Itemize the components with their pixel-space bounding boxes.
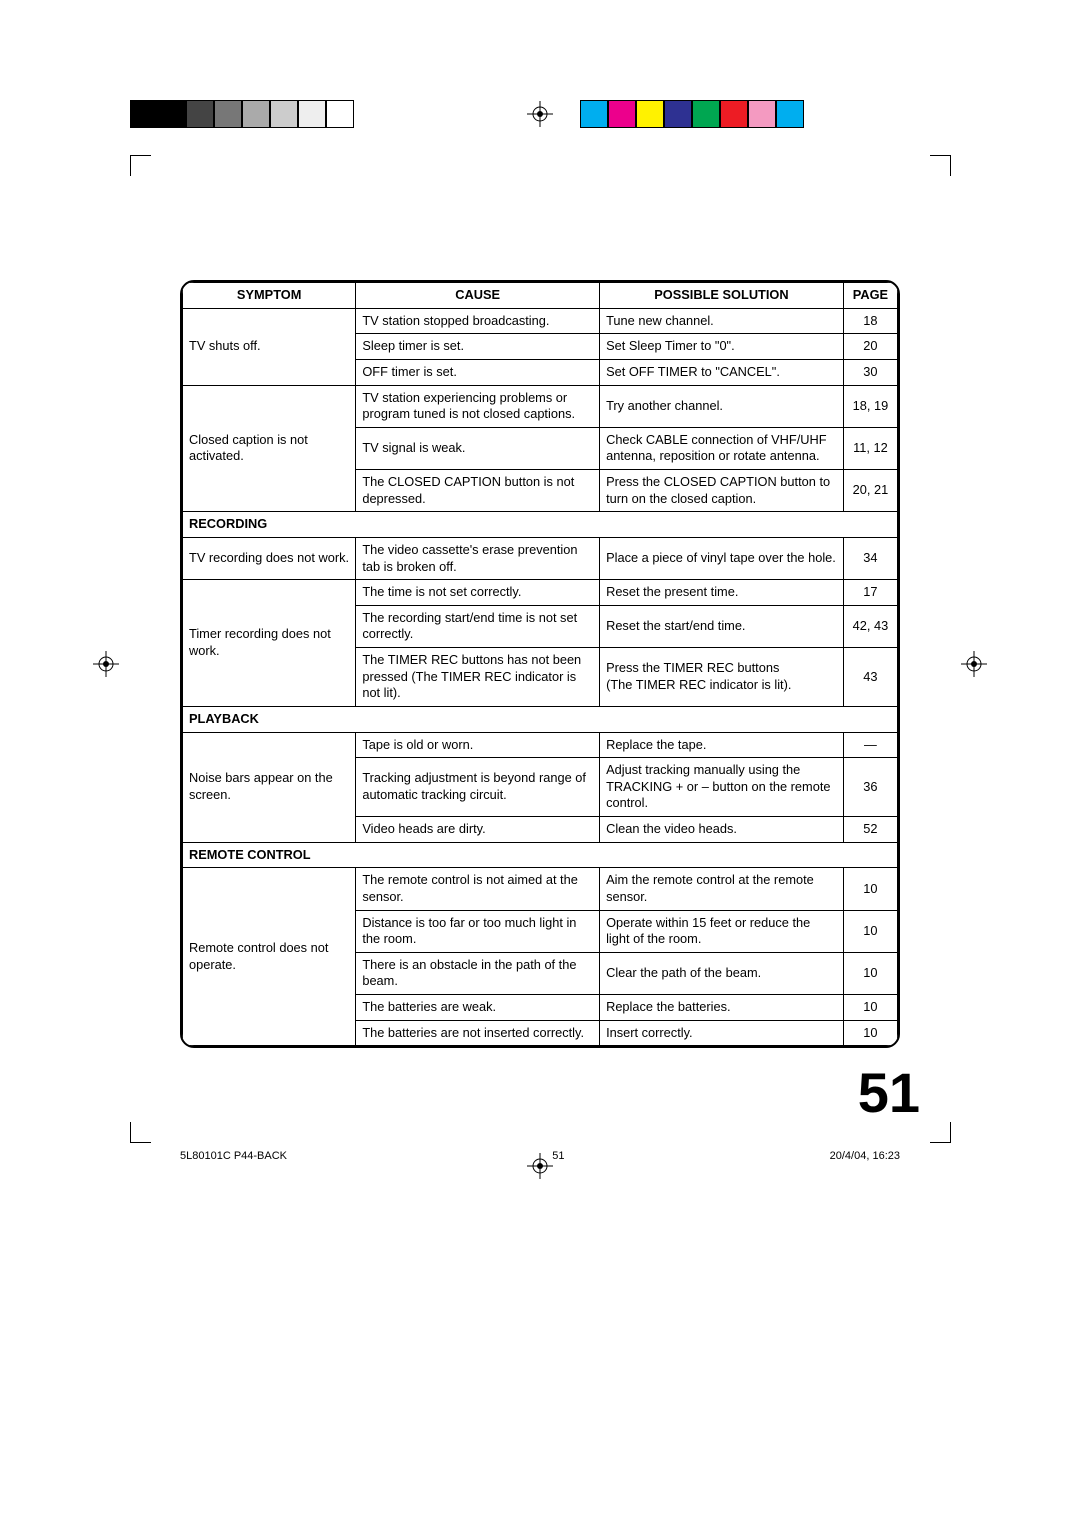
cell-solution: Insert correctly. — [600, 1020, 844, 1046]
section-row: REMOTE CONTROL — [183, 842, 898, 868]
cell-symptom: Closed caption is not activated. — [183, 385, 356, 512]
cell-cause: TV station experiencing problems or prog… — [356, 385, 600, 427]
footer-date: 20/4/04, 16:23 — [830, 1150, 900, 1162]
registration-mark-icon — [92, 650, 120, 678]
cell-page: — — [843, 732, 897, 758]
registration-mark-icon — [960, 650, 988, 678]
footer-line: 5L80101C P44-BACK 51 20/4/04, 16:23 — [180, 1150, 900, 1162]
cell-solution: Clear the path of the beam. — [600, 952, 844, 994]
registration-mark-icon — [526, 100, 554, 128]
cell-cause: The TIMER REC buttons has not been press… — [356, 648, 600, 707]
footer-page: 51 — [552, 1150, 564, 1162]
cell-page: 30 — [843, 359, 897, 385]
cell-solution: Press the CLOSED CAPTION button to turn … — [600, 470, 844, 512]
cell-page: 10 — [843, 952, 897, 994]
cell-solution: Replace the tape. — [600, 732, 844, 758]
cell-solution: Adjust tracking manually using the TRACK… — [600, 758, 844, 817]
cell-page: 52 — [843, 817, 897, 843]
cell-page: 10 — [843, 910, 897, 952]
cell-symptom: TV recording does not work. — [183, 537, 356, 579]
crop-mark-icon — [130, 1122, 151, 1143]
cell-solution: Replace the batteries. — [600, 995, 844, 1021]
section-playback: PLAYBACK — [183, 706, 898, 732]
crop-mark-icon — [930, 155, 951, 176]
section-remote: REMOTE CONTROL — [183, 842, 898, 868]
header-cause: CAUSE — [356, 283, 600, 309]
cell-solution: Operate within 15 feet or reduce the lig… — [600, 910, 844, 952]
cell-page: 18, 19 — [843, 385, 897, 427]
cell-cause: Tape is old or worn. — [356, 732, 600, 758]
cell-cause: The CLOSED CAPTION button is not depress… — [356, 470, 600, 512]
cell-solution: Reset the start/end time. — [600, 605, 844, 647]
cell-solution: Tune new channel. — [600, 308, 844, 334]
cell-page: 36 — [843, 758, 897, 817]
table-row: TV shuts off. TV station stopped broadca… — [183, 308, 898, 334]
cell-solution: Clean the video heads. — [600, 817, 844, 843]
cell-page: 10 — [843, 1020, 897, 1046]
cell-symptom: Timer recording does not work. — [183, 580, 356, 707]
cell-cause: TV signal is weak. — [356, 427, 600, 469]
cell-page: 10 — [843, 868, 897, 910]
cell-page: 20, 21 — [843, 470, 897, 512]
cell-page: 34 — [843, 537, 897, 579]
cell-solution: Place a piece of vinyl tape over the hol… — [600, 537, 844, 579]
cell-page: 11, 12 — [843, 427, 897, 469]
cell-solution: Reset the present time. — [600, 580, 844, 606]
cell-cause: Video heads are dirty. — [356, 817, 600, 843]
page-number: 51 — [858, 1060, 920, 1125]
solution-line2: (The TIMER REC indicator is lit). — [606, 677, 791, 692]
table-row: Timer recording does not work. The time … — [183, 580, 898, 606]
cell-cause: OFF timer is set. — [356, 359, 600, 385]
crop-mark-icon — [130, 155, 151, 176]
cell-symptom: Remote control does not operate. — [183, 868, 356, 1046]
cell-cause: The time is not set correctly. — [356, 580, 600, 606]
cell-page: 42, 43 — [843, 605, 897, 647]
cell-page: 18 — [843, 308, 897, 334]
cell-page: 17 — [843, 580, 897, 606]
cell-cause: Tracking adjustment is beyond range of a… — [356, 758, 600, 817]
grayscale-bar — [130, 100, 354, 128]
header-page: PAGE — [843, 283, 897, 309]
cell-solution: Press the TIMER REC buttons (The TIMER R… — [600, 648, 844, 707]
troubleshooting-table: SYMPTOM CAUSE POSSIBLE SOLUTION PAGE TV … — [182, 282, 898, 1046]
cell-cause: TV station stopped broadcasting. — [356, 308, 600, 334]
header-symptom: SYMPTOM — [183, 283, 356, 309]
cell-symptom: TV shuts off. — [183, 308, 356, 385]
cell-solution: Try another channel. — [600, 385, 844, 427]
cell-page: 20 — [843, 334, 897, 360]
page-content: SYMPTOM CAUSE POSSIBLE SOLUTION PAGE TV … — [180, 280, 900, 1048]
cell-cause: Distance is too far or too much light in… — [356, 910, 600, 952]
table-row: Closed caption is not activated. TV stat… — [183, 385, 898, 427]
cell-solution: Aim the remote control at the remote sen… — [600, 868, 844, 910]
cell-page: 10 — [843, 995, 897, 1021]
color-bar — [580, 100, 804, 128]
cell-page: 43 — [843, 648, 897, 707]
cell-cause: The batteries are not inserted correctly… — [356, 1020, 600, 1046]
section-recording: RECORDING — [183, 512, 898, 538]
table-row: Noise bars appear on the screen. Tape is… — [183, 732, 898, 758]
cell-symptom: Noise bars appear on the screen. — [183, 732, 356, 842]
table-row: Remote control does not operate. The rem… — [183, 868, 898, 910]
header-solution: POSSIBLE SOLUTION — [600, 283, 844, 309]
solution-line1: Press the TIMER REC buttons — [606, 660, 779, 675]
table-row: TV recording does not work. The video ca… — [183, 537, 898, 579]
table-header-row: SYMPTOM CAUSE POSSIBLE SOLUTION PAGE — [183, 283, 898, 309]
section-row: RECORDING — [183, 512, 898, 538]
crop-mark-icon — [930, 1122, 951, 1143]
cell-solution: Set OFF TIMER to "CANCEL". — [600, 359, 844, 385]
footer-file: 5L80101C P44-BACK — [180, 1150, 287, 1162]
cell-cause: There is an obstacle in the path of the … — [356, 952, 600, 994]
troubleshooting-table-frame: SYMPTOM CAUSE POSSIBLE SOLUTION PAGE TV … — [180, 280, 900, 1048]
cell-cause: The batteries are weak. — [356, 995, 600, 1021]
cell-solution: Set Sleep Timer to "0". — [600, 334, 844, 360]
cell-solution: Check CABLE connection of VHF/UHF antenn… — [600, 427, 844, 469]
cell-cause: The remote control is not aimed at the s… — [356, 868, 600, 910]
cell-cause: Sleep timer is set. — [356, 334, 600, 360]
cell-cause: The recording start/end time is not set … — [356, 605, 600, 647]
cell-cause: The video cassette's erase prevention ta… — [356, 537, 600, 579]
section-row: PLAYBACK — [183, 706, 898, 732]
